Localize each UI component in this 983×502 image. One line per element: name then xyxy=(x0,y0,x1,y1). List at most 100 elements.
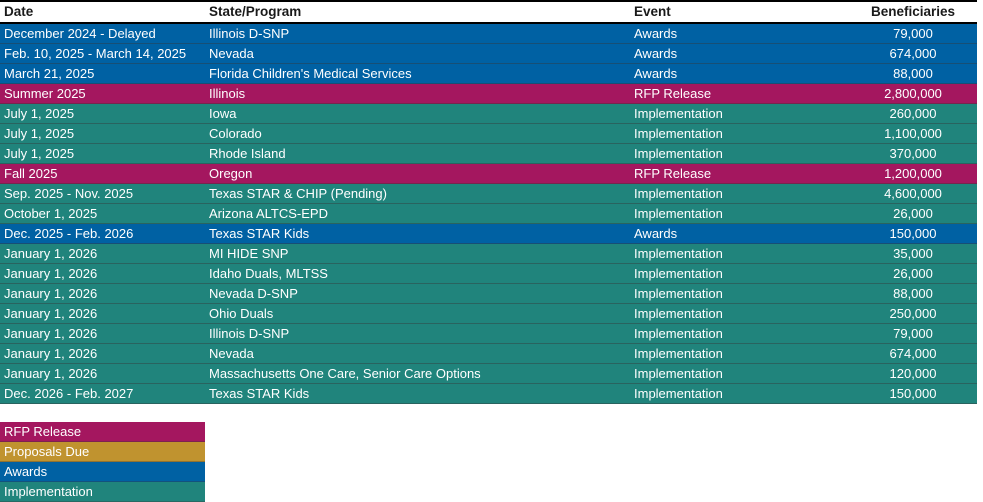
table-row[interactable]: March 21, 2025 Florida Children's Medical… xyxy=(0,64,977,84)
cell-beneficiaries[interactable]: 674,000 xyxy=(889,46,937,61)
cell-program[interactable]: Massachusetts One Care, Senior Care Opti… xyxy=(209,366,481,381)
cell-beneficiaries[interactable]: 150,000 xyxy=(889,226,937,241)
cell-event[interactable]: Awards xyxy=(634,226,678,241)
cell-date[interactable]: December 2024 - Delayed xyxy=(4,26,156,41)
cell-program[interactable]: Illinois xyxy=(209,86,246,101)
cell-date[interactable]: January 1, 2026 xyxy=(4,366,98,381)
cell-event[interactable]: Implementation xyxy=(634,286,723,301)
cell-event[interactable]: Implementation xyxy=(634,386,723,401)
table-row[interactable]: July 1, 2025 Iowa Implementation 260,000 xyxy=(0,104,977,124)
cell-program[interactable]: Oregon xyxy=(209,166,253,181)
legend-item-proposals_due[interactable]: Proposals Due xyxy=(0,442,205,462)
cell-date[interactable]: Summer 2025 xyxy=(4,86,86,101)
table-row[interactable]: Fall 2025 Oregon RFP Release 1,200,000 xyxy=(0,164,977,184)
table-row[interactable]: July 1, 2025 Rhode Island Implementation 37… xyxy=(0,144,977,164)
cell-event[interactable]: Implementation xyxy=(634,146,723,161)
table-row[interactable]: January 1, 2026 Illinois D-SNP Implementat… xyxy=(0,324,977,344)
cell-date[interactable]: Sep. 2025 - Nov. 2025 xyxy=(4,186,134,201)
table-row[interactable]: Summer 2025 Illinois RFP Release 2,800,000 xyxy=(0,84,977,104)
cell-event[interactable]: Awards xyxy=(634,26,678,41)
cell-program[interactable]: MI HIDE SNP xyxy=(209,246,289,261)
cell-date[interactable]: January 1, 2026 xyxy=(4,266,98,281)
table-row[interactable]: January 1, 2026 MI HIDE SNP Implementation… xyxy=(0,244,977,264)
cell-program[interactable]: Texas STAR & CHIP (Pending) xyxy=(209,186,387,201)
cell-event[interactable]: Awards xyxy=(634,46,678,61)
cell-beneficiaries[interactable]: 260,000 xyxy=(889,106,937,121)
cell-date[interactable]: January 1, 2026 xyxy=(4,306,98,321)
cell-beneficiaries[interactable]: 79,000 xyxy=(893,326,933,341)
cell-program[interactable]: Texas STAR Kids xyxy=(209,386,310,401)
cell-program[interactable]: Illinois D-SNP xyxy=(209,326,290,341)
cell-program[interactable]: Arizona ALTCS-EPD xyxy=(209,206,328,221)
cell-event[interactable]: Implementation xyxy=(634,126,723,141)
cell-date[interactable]: January 1, 2026 xyxy=(4,246,98,261)
cell-event[interactable]: Implementation xyxy=(634,346,723,361)
table-row[interactable]: October 1, 2025 Arizona ALTCS-EPD Implemen… xyxy=(0,204,977,224)
cell-beneficiaries[interactable]: 26,000 xyxy=(893,206,933,221)
cell-program[interactable]: Rhode Island xyxy=(209,146,286,161)
legend-item-awards[interactable]: Awards xyxy=(0,462,205,482)
table-row[interactable]: Dec. 2026 - Feb. 2027 Texas STAR Kids Impl… xyxy=(0,384,977,404)
cell-beneficiaries[interactable]: 4,600,000 xyxy=(884,186,942,201)
cell-beneficiaries[interactable]: 88,000 xyxy=(893,66,933,81)
cell-date[interactable]: Dec. 2025 - Feb. 2026 xyxy=(4,226,134,241)
cell-date[interactable]: January 1, 2026 xyxy=(4,326,98,341)
table-row[interactable]: January 1, 2026 Idaho Duals, MLTSS Impleme… xyxy=(0,264,977,284)
header-cell-date[interactable]: Date xyxy=(4,4,34,19)
cell-program[interactable]: Nevada xyxy=(209,346,254,361)
cell-program[interactable]: Nevada xyxy=(209,46,254,61)
cell-program[interactable]: Illinois D-SNP xyxy=(209,26,290,41)
cell-date[interactable]: July 1, 2025 xyxy=(4,106,75,121)
table-row[interactable]: Dec. 2025 - Feb. 2026 Texas STAR Kids Awar… xyxy=(0,224,977,244)
cell-event[interactable]: RFP Release xyxy=(634,166,712,181)
table-row[interactable]: January 1, 2026 Ohio Duals Implementation 2… xyxy=(0,304,977,324)
cell-beneficiaries[interactable]: 370,000 xyxy=(889,146,937,161)
table-row[interactable]: December 2024 - Delayed Illinois D-SNP Awa… xyxy=(0,24,977,44)
cell-program[interactable]: Idaho Duals, MLTSS xyxy=(209,266,328,281)
cell-date[interactable]: Janaury 1, 2026 xyxy=(4,346,98,361)
legend-item-rfp_release[interactable]: RFP Release xyxy=(0,422,205,442)
cell-beneficiaries[interactable]: 26,000 xyxy=(893,266,933,281)
cell-beneficiaries[interactable]: 88,000 xyxy=(893,286,933,301)
cell-date[interactable]: July 1, 2025 xyxy=(4,146,75,161)
cell-date[interactable]: Dec. 2026 - Feb. 2027 xyxy=(4,386,134,401)
cell-event[interactable]: Implementation xyxy=(634,246,723,261)
cell-program[interactable]: Texas STAR Kids xyxy=(209,226,310,241)
cell-event[interactable]: Implementation xyxy=(634,206,723,221)
legend-item-implementation[interactable]: Implementation xyxy=(0,482,205,502)
table-row[interactable]: Janaury 1, 2026 Nevada Implementation 674,0… xyxy=(0,344,977,364)
cell-date[interactable]: Janaury 1, 2026 xyxy=(4,286,98,301)
cell-beneficiaries[interactable]: 1,100,000 xyxy=(884,126,942,141)
cell-program[interactable]: Colorado xyxy=(209,126,262,141)
cell-date[interactable]: July 1, 2025 xyxy=(4,126,75,141)
cell-event[interactable]: Implementation xyxy=(634,266,723,281)
cell-program[interactable]: Ohio Duals xyxy=(209,306,274,321)
cell-program[interactable]: Iowa xyxy=(209,106,237,121)
cell-date[interactable]: March 21, 2025 xyxy=(4,66,95,81)
table-row[interactable]: Janaury 1, 2026 Nevada D-SNP Implementatio… xyxy=(0,284,977,304)
cell-program[interactable]: Florida Children's Medical Services xyxy=(209,66,412,81)
table-row[interactable]: July 1, 2025 Colorado Implementation 1,100,… xyxy=(0,124,977,144)
header-cell-beneficiaries[interactable]: Beneficiaries xyxy=(870,4,956,19)
cell-date[interactable]: Fall 2025 xyxy=(4,166,58,181)
cell-beneficiaries[interactable]: 35,000 xyxy=(893,246,933,261)
cell-date[interactable]: October 1, 2025 xyxy=(4,206,98,221)
table-row[interactable]: January 1, 2026 Massachusetts One Care, S… xyxy=(0,364,977,384)
cell-event[interactable]: Implementation xyxy=(634,366,723,381)
cell-beneficiaries[interactable]: 250,000 xyxy=(889,306,937,321)
cell-event[interactable]: Implementation xyxy=(634,186,723,201)
cell-beneficiaries[interactable]: 1,200,000 xyxy=(884,166,942,181)
table-row[interactable]: Sep. 2025 - Nov. 2025 Texas STAR & CHIP (… xyxy=(0,184,977,204)
cell-beneficiaries[interactable]: 2,800,000 xyxy=(884,86,942,101)
cell-event[interactable]: RFP Release xyxy=(634,86,712,101)
cell-program[interactable]: Nevada D-SNP xyxy=(209,286,298,301)
header-cell-event[interactable]: Event xyxy=(634,4,671,19)
cell-beneficiaries[interactable]: 120,000 xyxy=(889,366,937,381)
table-row[interactable]: Feb. 10, 2025 - March 14, 2025 Nevada Awar… xyxy=(0,44,977,64)
cell-event[interactable]: Implementation xyxy=(634,326,723,341)
header-cell-program[interactable]: State/Program xyxy=(209,4,302,19)
cell-event[interactable]: Implementation xyxy=(634,306,723,321)
cell-beneficiaries[interactable]: 150,000 xyxy=(889,386,937,401)
cell-event[interactable]: Implementation xyxy=(634,106,723,121)
cell-beneficiaries[interactable]: 674,000 xyxy=(889,346,937,361)
